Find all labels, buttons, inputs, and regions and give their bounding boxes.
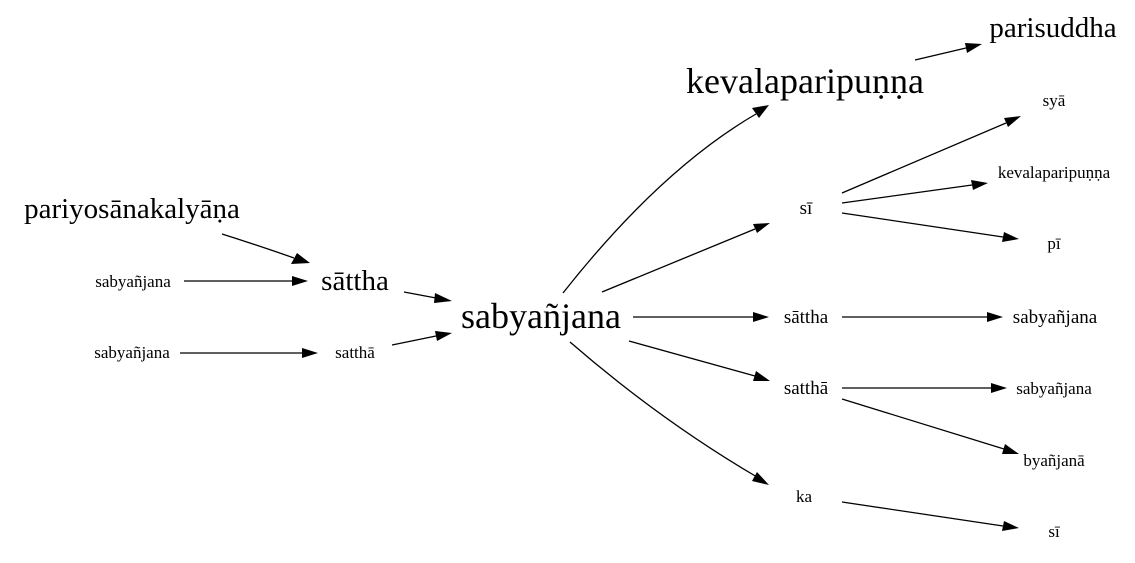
node-sabyanjana-left1: sabyañjana bbox=[95, 272, 171, 291]
node-parisuddha: parisuddha bbox=[989, 12, 1116, 44]
edge-center-to-kevala-big bbox=[562, 105, 769, 294]
node-sya: syā bbox=[1043, 91, 1066, 110]
edge-pariyosana-to-sattha bbox=[221, 233, 310, 264]
node-sabyanjana-center: sabyañjana bbox=[461, 296, 621, 336]
edge-kevala-big-to-parisuddha bbox=[914, 43, 982, 61]
edge-sattha2-mid-to-sabyanjana-right2 bbox=[842, 383, 1007, 393]
edge-si-mid-to-pi bbox=[841, 212, 1019, 242]
node-sattha-mid: sāttha bbox=[784, 307, 829, 328]
edge-ka-to-si-right bbox=[841, 501, 1019, 531]
node-sattha2-mid: satthā bbox=[784, 378, 829, 399]
node-pariyosanakalyana: pariyosānakalyāṇa bbox=[24, 193, 240, 225]
node-ka: ka bbox=[796, 487, 813, 506]
edge-sattha2-to-center bbox=[391, 331, 452, 346]
node-pi: pī bbox=[1047, 234, 1061, 253]
edge-center-to-sattha2-mid bbox=[628, 340, 770, 381]
edge-sattha-to-center bbox=[403, 291, 452, 303]
node-byanjana: byañjanā bbox=[1023, 451, 1085, 470]
edge-si-mid-to-sya bbox=[841, 116, 1021, 194]
edge-sabyanjana-left2-to-sattha2 bbox=[180, 348, 318, 358]
edge-sattha-mid-to-sabyanjana-right1 bbox=[842, 312, 1003, 322]
node-kevalaparipunna-small: kevalaparipuṇṇa bbox=[998, 163, 1111, 182]
node-sabyanjana-right2: sabyañjana bbox=[1016, 379, 1092, 398]
node-sattha-left: sāttha bbox=[321, 265, 389, 297]
node-kevalaparipunna-big: kevalaparipuṇṇa bbox=[686, 61, 924, 101]
edges-layer bbox=[180, 43, 1021, 531]
node-sattha2-left: satthā bbox=[335, 343, 375, 362]
edge-center-to-ka bbox=[569, 341, 769, 485]
node-sabyanjana-right1: sabyañjana bbox=[1013, 307, 1098, 328]
node-si-mid: sī bbox=[800, 198, 813, 219]
edge-sattha2-mid-to-byanjana bbox=[841, 398, 1019, 454]
node-sabyanjana-left2: sabyañjana bbox=[94, 343, 170, 362]
edge-center-to-si-mid bbox=[601, 223, 770, 293]
nodes-layer: pariyosānakalyāṇa sabyañjana sabyañjana … bbox=[24, 12, 1117, 541]
node-si-right: sī bbox=[1048, 522, 1060, 541]
edge-si-mid-to-kevala-small bbox=[841, 180, 988, 204]
edge-center-to-sattha-mid bbox=[633, 312, 769, 322]
edge-sabyanjana-left1-to-sattha bbox=[184, 276, 308, 286]
